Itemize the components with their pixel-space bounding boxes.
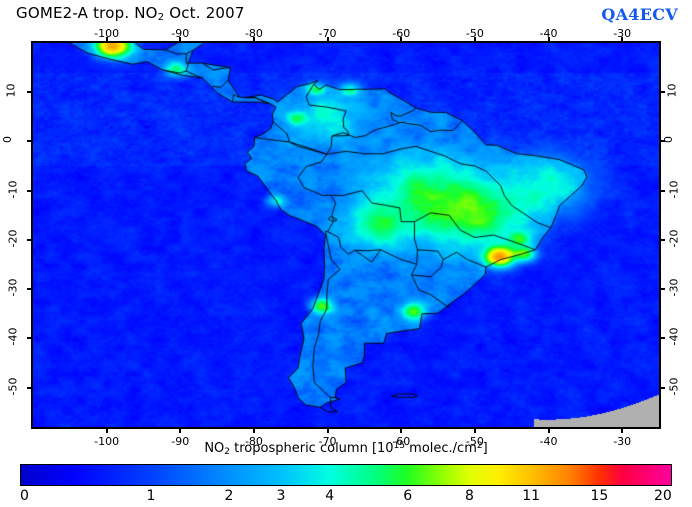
y-axis-label: 0 [1,136,14,144]
colorbar-tick-label: 2 [224,488,234,504]
colorbar-caption: NO2 tropospheric column [1015 molec./cm2… [204,441,488,457]
x-axis-label: -70 [318,435,337,448]
y-axis-tick [659,386,665,389]
y-axis-label: -50 [667,377,681,396]
x-axis-label: -80 [244,27,263,40]
y-axis-tick [27,386,33,389]
y-axis-tick [27,189,33,192]
qa4ecv-logo: QA4ECV [601,5,678,24]
y-axis-tick [659,189,665,192]
x-axis-tick [179,427,182,433]
y-axis-tick [659,288,665,291]
y-axis-label: -40 [667,327,681,346]
y-axis-tick [659,337,665,340]
x-axis-label: -50 [465,435,484,448]
y-axis-label: -30 [6,278,20,297]
y-axis-tick [27,337,33,340]
colorbar-gradient [21,465,671,485]
colorbar-tick-label: 0 [20,488,29,504]
y-axis-label: -50 [6,377,20,396]
x-axis-tick [621,427,624,433]
y-axis-tick [659,238,665,241]
y-axis-label: -20 [667,229,681,248]
x-axis-tick [326,37,329,43]
x-axis-tick [326,427,329,433]
page-title: GOME2-A trop. NO2 Oct. 2007 [16,4,245,23]
colorbar-tick-label: 1 [146,488,156,504]
x-axis-tick [621,37,624,43]
y-axis-tick [27,288,33,291]
x-axis-label: -40 [539,27,558,40]
colorbar [20,464,672,486]
colorbar-tick-label: 4 [325,488,335,504]
colorbar-tick-label: 8 [465,488,474,504]
no2-map-canvas [33,43,659,427]
y-axis-label: 10 [665,83,679,98]
x-axis-tick [252,427,255,433]
x-axis-label: -30 [613,435,632,448]
x-axis-tick [473,427,476,433]
x-axis-tick [105,427,108,433]
x-axis-label: -100 [94,435,120,448]
x-axis-label: -90 [171,27,190,40]
x-axis-label: -90 [171,435,190,448]
map-plot-area [31,41,661,429]
x-axis-label: -50 [465,27,484,40]
y-axis-label: 0 [662,136,675,144]
colorbar-tick-label: 11 [522,488,541,504]
colorbar-tick-label: 20 [654,488,672,504]
y-axis-label: -20 [6,229,20,248]
colorbar-tick-label: 15 [590,488,609,504]
x-axis-label: -60 [392,435,411,448]
y-axis-tick [659,140,665,143]
y-axis-tick [27,238,33,241]
x-axis-tick [400,37,403,43]
x-axis-tick [252,37,255,43]
colorbar-tick-label: 6 [403,488,413,504]
x-axis-tick [105,37,108,43]
y-axis-tick [27,140,33,143]
x-axis-label: -30 [613,27,632,40]
colorbar-tick-label: 3 [276,488,286,504]
x-axis-label: -60 [392,27,411,40]
x-axis-label: -70 [318,27,337,40]
x-axis-tick [547,427,550,433]
y-axis-label: -30 [667,278,681,297]
x-axis-label: -80 [244,435,263,448]
y-axis-label: -10 [667,180,681,199]
y-axis-tick [659,91,665,94]
x-axis-label: -40 [539,435,558,448]
y-axis-label: -40 [6,327,20,346]
y-axis-label: -10 [6,180,20,199]
y-axis-tick [27,91,33,94]
x-axis-tick [547,37,550,43]
x-axis-tick [400,427,403,433]
y-axis-label: 10 [4,83,18,98]
x-axis-tick [473,37,476,43]
x-axis-tick [179,37,182,43]
x-axis-label: -100 [94,27,120,40]
